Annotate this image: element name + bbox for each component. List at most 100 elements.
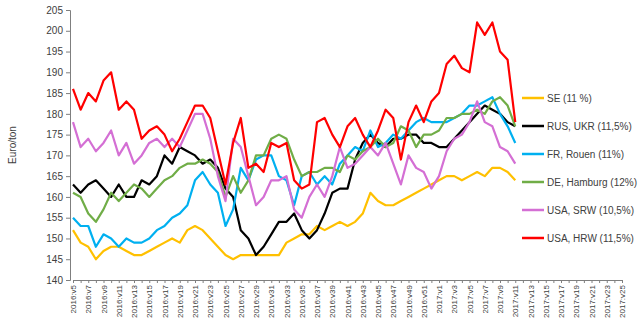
x-tick-mark	[370, 280, 371, 283]
legend: SE (11 %)RUS, UKR (11,5%)FR, Rouen (11%)…	[522, 93, 637, 244]
x-tick: 2016:v51	[420, 280, 429, 318]
x-tick	[218, 280, 219, 283]
x-tick	[477, 280, 478, 283]
y-tick: 180	[46, 109, 70, 120]
x-tick: 2016:v17	[161, 280, 170, 318]
x-tick-label: 2016:v11	[115, 284, 124, 317]
x-tick-label: 2016:v47	[389, 284, 398, 317]
x-tick	[370, 280, 371, 283]
x-tick-label: 2016:v43	[359, 284, 368, 317]
x-tick-mark	[271, 280, 272, 283]
x-axis-line	[74, 281, 623, 284]
x-tick	[172, 280, 173, 283]
x-tick	[111, 280, 112, 283]
x-tick-label: 2016:v19	[176, 284, 185, 317]
x-tick	[462, 280, 463, 283]
x-tick-mark	[233, 280, 234, 283]
y-tick-mark	[66, 176, 70, 177]
legend-swatch	[522, 153, 544, 156]
series-line	[73, 97, 515, 247]
x-tick: 2016:v5	[69, 280, 78, 313]
x-tick-mark	[172, 280, 173, 283]
x-tick-label: 2016:v27	[237, 284, 246, 317]
x-tick-label: 2016:v29	[252, 284, 261, 317]
x-tick-label: 2016:v35	[298, 284, 307, 317]
x-tick-label: 2017:v11	[511, 284, 520, 317]
x-tick-mark	[226, 280, 227, 283]
x-tick: 2017:v23	[603, 280, 612, 318]
y-tick: 175	[46, 129, 70, 140]
x-tick	[203, 280, 204, 283]
x-tick	[553, 280, 554, 283]
x-tick: 2016:v33	[283, 280, 292, 318]
x-tick-mark	[576, 280, 577, 283]
x-tick-label: 2016:v51	[420, 284, 429, 317]
x-tick-mark	[218, 280, 219, 283]
x-tick: 2017:v1	[435, 280, 444, 313]
series-line	[73, 22, 515, 188]
x-tick	[96, 280, 97, 283]
x-tick	[264, 280, 265, 283]
x-tick-mark	[126, 280, 127, 283]
x-tick: 2016:v27	[237, 280, 246, 318]
x-tick-label: 2016:v45	[374, 284, 383, 317]
y-tick-mark	[66, 52, 70, 53]
x-tick: 2017:v25	[618, 280, 627, 318]
x-tick-mark	[424, 280, 425, 283]
x-tick-mark	[340, 280, 341, 283]
x-tick-mark	[195, 280, 196, 283]
x-tick-label: 2016:v49	[405, 284, 414, 317]
x-tick: 2017:v9	[496, 280, 505, 313]
legend-label: USA, HRW (11,5%)	[547, 233, 634, 244]
x-tick	[294, 280, 295, 283]
x-tick: 2017:v5	[466, 280, 475, 313]
x-tick-label: 2016:v9	[100, 284, 109, 313]
x-tick-label: 2017:v23	[603, 284, 612, 317]
x-tick-mark	[96, 280, 97, 283]
y-tick-label: 150	[46, 233, 63, 244]
x-tick	[142, 280, 143, 283]
x-tick-mark	[142, 280, 143, 283]
x-tick	[157, 280, 158, 283]
x-tick: 2017:v11	[511, 280, 520, 317]
y-tick-mark	[66, 10, 70, 11]
y-tick-label: 160	[46, 192, 63, 203]
x-tick-mark	[187, 280, 188, 283]
x-tick	[431, 280, 432, 283]
y-tick: 165	[46, 171, 70, 182]
x-tick-mark	[462, 280, 463, 283]
x-tick-mark	[431, 280, 432, 283]
x-tick-mark	[500, 280, 501, 283]
x-tick-mark	[81, 280, 82, 283]
x-tick-label: 2016:v13	[130, 284, 139, 317]
x-tick-label: 2017:v13	[527, 284, 536, 317]
x-tick-mark	[386, 280, 387, 283]
x-tick-mark	[73, 280, 74, 283]
y-tick: 155	[46, 212, 70, 223]
y-tick: 140	[46, 275, 70, 286]
x-tick	[614, 280, 615, 283]
x-tick	[81, 280, 82, 283]
x-tick	[325, 280, 326, 283]
x-tick-mark	[470, 280, 471, 283]
x-tick-mark	[279, 280, 280, 283]
x-tick-mark	[409, 280, 410, 283]
y-tick: 145	[46, 254, 70, 265]
y-tick-label: 185	[46, 88, 63, 99]
x-tick	[416, 280, 417, 283]
x-tick: 2016:v21	[191, 280, 200, 318]
x-tick: 2016:v9	[100, 280, 109, 313]
x-tick-mark	[607, 280, 608, 283]
x-tick-mark	[157, 280, 158, 283]
y-tick-mark	[66, 135, 70, 136]
x-tick-mark	[248, 280, 249, 283]
y-tick-label: 200	[46, 25, 63, 36]
x-tick-label: 2017:v15	[542, 284, 551, 317]
x-tick	[309, 280, 310, 283]
x-tick-mark	[614, 280, 615, 283]
x-tick-mark	[88, 280, 89, 283]
legend-label: SE (11 %)	[547, 93, 592, 104]
y-tick-mark	[66, 72, 70, 73]
x-tick: 2016:v23	[206, 280, 215, 318]
x-tick-mark	[317, 280, 318, 283]
